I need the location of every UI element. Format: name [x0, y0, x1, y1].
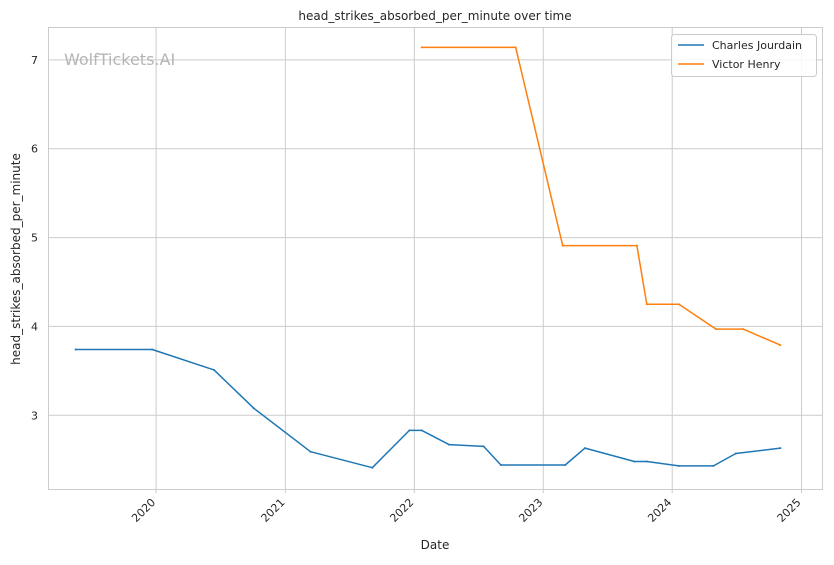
data-point-charles-jourdain-7 [420, 429, 423, 432]
y-tick-label-3: 3 [31, 409, 38, 422]
y-tick-label-5: 5 [31, 232, 38, 245]
data-point-victor-henry-0 [420, 46, 423, 49]
data-point-victor-henry-3 [635, 244, 638, 247]
data-point-charles-jourdain-12 [584, 447, 586, 450]
x-axis-label: Date [421, 538, 450, 552]
data-point-charles-jourdain-4 [309, 450, 312, 453]
data-point-charles-jourdain-3 [252, 407, 255, 410]
watermark: WolfTickets.AI [64, 50, 175, 69]
data-point-victor-henry-4 [645, 303, 648, 306]
chart-title: head_strikes_absorbed_per_minute over ti… [298, 9, 571, 23]
data-point-charles-jourdain-2 [213, 368, 215, 371]
legend: Charles Jourdain Victor Henry [671, 34, 817, 77]
data-point-charles-jourdain-9 [482, 445, 485, 448]
data-point-charles-jourdain-15 [677, 464, 680, 467]
y-tick-label-6: 6 [31, 143, 38, 156]
data-point-charles-jourdain-10 [499, 464, 502, 466]
y-tick-label-7: 7 [31, 54, 38, 67]
y-axis-label: head_strikes_absorbed_per_minute [9, 153, 23, 365]
data-point-victor-henry-7 [742, 328, 745, 331]
data-point-victor-henry-2 [561, 244, 564, 247]
data-point-charles-jourdain-11 [564, 464, 567, 466]
data-point-charles-jourdain-16 [712, 464, 715, 467]
y-tick-label-4: 4 [31, 320, 38, 333]
data-point-charles-jourdain-14 [645, 460, 648, 463]
legend-label-victor-henry: Victor Henry [712, 58, 781, 71]
data-point-victor-henry-1 [514, 46, 517, 49]
legend-label-charles-jourdain: Charles Jourdain [712, 39, 802, 52]
data-point-victor-henry-5 [677, 303, 680, 306]
data-point-charles-jourdain-8 [448, 443, 450, 446]
data-point-charles-jourdain-6 [408, 429, 411, 432]
data-point-charles-jourdain-1 [151, 348, 154, 351]
data-point-charles-jourdain-5 [371, 466, 374, 469]
data-point-victor-henry-6 [715, 328, 717, 331]
data-point-charles-jourdain-13 [633, 460, 636, 463]
data-point-charles-jourdain-17 [734, 452, 737, 455]
data-point-charles-jourdain-18 [779, 447, 782, 450]
legend-box [671, 34, 817, 77]
data-point-charles-jourdain-0 [74, 348, 77, 351]
grid-layer [48, 27, 822, 489]
plot-frame [48, 27, 823, 490]
series-layer [74, 46, 782, 469]
data-point-victor-henry-8 [779, 344, 782, 347]
